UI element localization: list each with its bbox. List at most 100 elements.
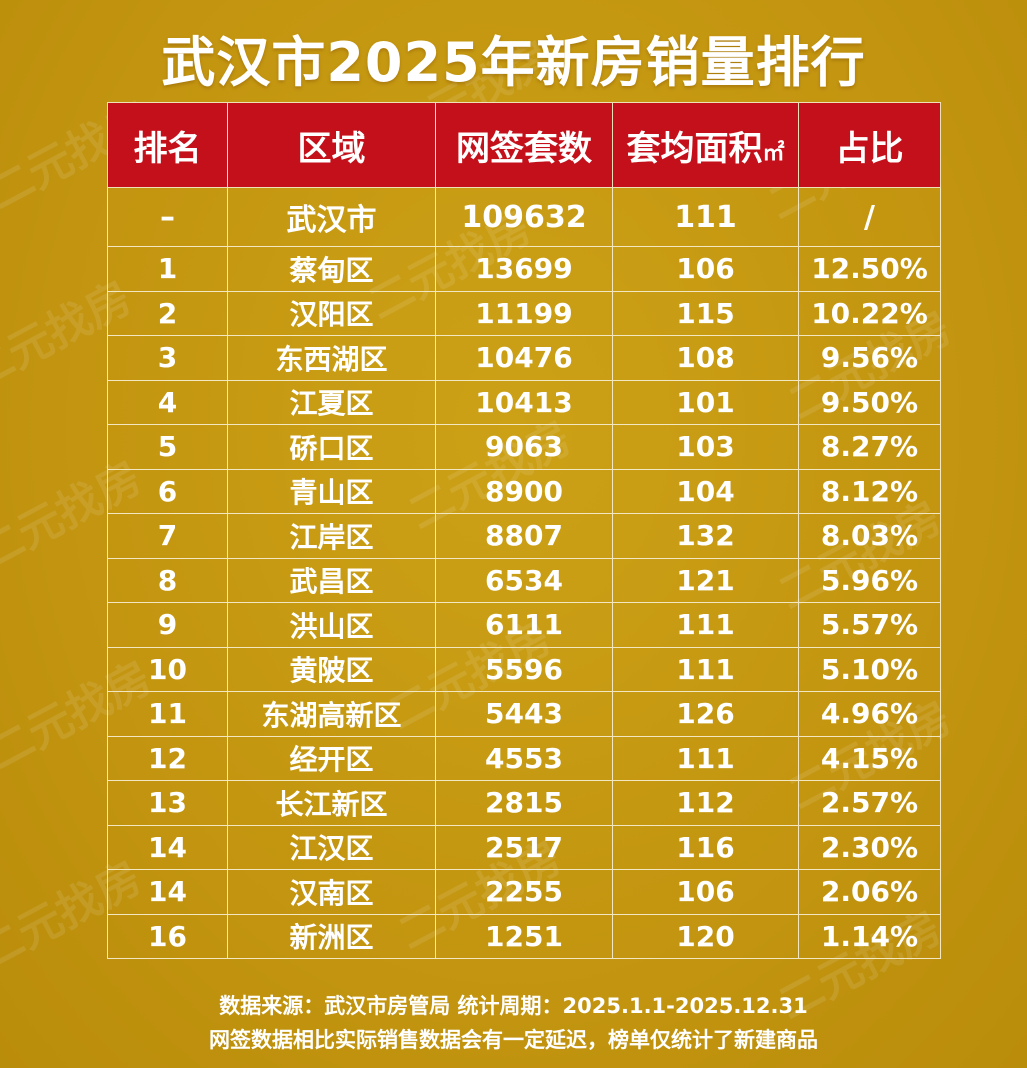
header-area-unit: ㎡: [762, 140, 785, 166]
ranking-table: 排名 区域 网签套数 套均面积㎡ 占比 – 武汉市 109632 111/1 蔡甸区 13…: [107, 102, 941, 959]
cell-avg-area: 101: [612, 379, 799, 425]
cell-rank: 14: [107, 824, 228, 870]
cell-units: 5443: [435, 691, 613, 737]
table-row: – 武汉市 109632 111/: [107, 187, 941, 247]
cell-share: /: [798, 187, 941, 247]
table-row: 1 蔡甸区 13699 106 12.50%: [107, 246, 941, 292]
cell-units: 5596: [435, 646, 613, 692]
cell-rank: 5: [107, 424, 228, 470]
cell-share: 5.57%: [798, 602, 941, 648]
cell-district: 蔡甸区: [227, 246, 436, 292]
header-avg-area: 套均面积㎡: [612, 102, 799, 188]
cell-share: 4.96%: [798, 691, 941, 737]
cell-rank: 11: [107, 691, 228, 737]
cell-rank: 16: [107, 913, 228, 959]
cell-rank: 13: [107, 780, 228, 826]
cell-units: 11199: [435, 290, 613, 336]
header-district: 区域: [227, 102, 436, 188]
cell-district: 江汉区: [227, 824, 436, 870]
cell-district: 武汉市: [227, 187, 436, 247]
cell-district: 汉阳区: [227, 290, 436, 336]
footer-source: 数据来源：武汉市房管局 统计周期：2025.1.1-2025.12.31: [219, 994, 808, 1018]
cell-units: 9063: [435, 424, 613, 470]
cell-district: 江夏区: [227, 379, 436, 425]
table-row: 2 汉阳区 11199 115 10.22%: [107, 290, 941, 336]
page-title: 武汉市2025年新房销量排行: [161, 31, 866, 94]
table-row: 7 江岸区 8807 132 8.03%: [107, 513, 941, 559]
cell-share: 2.06%: [798, 869, 941, 915]
cell-share: 2.57%: [798, 780, 941, 826]
table-row: 6 青山区 8900 104 8.12%: [107, 468, 941, 514]
cell-rank: 10: [107, 646, 228, 692]
table-row: 5 硚口区 9063 103 8.27%: [107, 424, 941, 470]
cell-rank: 7: [107, 513, 228, 559]
table-row: 8 武昌区 6534 121 5.96%: [107, 557, 941, 603]
cell-share: 8.27%: [798, 424, 941, 470]
cell-share: 8.12%: [798, 468, 941, 514]
cell-district: 汉南区: [227, 869, 436, 915]
cell-avg-area: 112: [612, 780, 799, 826]
header-avg-area-label: 套均面积: [626, 128, 763, 169]
cell-rank: 6: [107, 468, 228, 514]
table-row: 14 江汉区 2517 116 2.30%: [107, 824, 941, 870]
cell-rank: 9: [107, 602, 228, 648]
cell-district: 黄陂区: [227, 646, 436, 692]
cell-units: 2517: [435, 824, 613, 870]
table-row: 9 洪山区 6111 111 5.57%: [107, 602, 941, 648]
header-units: 网签套数: [435, 102, 613, 188]
ranking-table-wrap: 排名 区域 网签套数 套均面积㎡ 占比 – 武汉市 109632 111/1 蔡甸区 13…: [107, 102, 941, 959]
header-rank: 排名: [107, 102, 228, 188]
table-header-row: 排名 区域 网签套数 套均面积㎡ 占比: [107, 102, 941, 188]
cell-avg-area: 115: [612, 290, 799, 336]
cell-rank: 8: [107, 557, 228, 603]
cell-rank: 3: [107, 335, 228, 381]
cell-share: 12.50%: [798, 246, 941, 292]
table-row: 3 东西湖区 10476 108 9.56%: [107, 335, 941, 381]
cell-district: 东西湖区: [227, 335, 436, 381]
table-row: 12 经开区 4553 111 4.15%: [107, 735, 941, 781]
cell-units: 4553: [435, 735, 613, 781]
cell-avg-area: 132: [612, 513, 799, 559]
cell-rank: 14: [107, 869, 228, 915]
cell-avg-area: 103: [612, 424, 799, 470]
cell-share: 4.15%: [798, 735, 941, 781]
cell-units: 6534: [435, 557, 613, 603]
cell-district: 新洲区: [227, 913, 436, 959]
cell-avg-area: 111: [612, 602, 799, 648]
cell-units: 6111: [435, 602, 613, 648]
cell-share: 8.03%: [798, 513, 941, 559]
cell-share: 1.14%: [798, 913, 941, 959]
cell-units: 2255: [435, 869, 613, 915]
cell-rank: 2: [107, 290, 228, 336]
cell-district: 东湖高新区: [227, 691, 436, 737]
cell-rank: –: [107, 187, 228, 247]
footer-note: 网签数据相比实际销售数据会有一定延迟，榜单仅统计了新建商品: [209, 1028, 818, 1052]
cell-rank: 12: [107, 735, 228, 781]
table-row: 11 东湖高新区 5443 126 4.96%: [107, 691, 941, 737]
cell-share: 9.56%: [798, 335, 941, 381]
cell-avg-area: 106: [612, 869, 799, 915]
cell-avg-area: 121: [612, 557, 799, 603]
cell-units: 1251: [435, 913, 613, 959]
cell-district: 武昌区: [227, 557, 436, 603]
cell-district: 硚口区: [227, 424, 436, 470]
cell-units: 109632: [435, 187, 613, 247]
table-row: 13 长江新区 2815 112 2.57%: [107, 780, 941, 826]
cell-units: 8807: [435, 513, 613, 559]
cell-units: 2815: [435, 780, 613, 826]
table-body: – 武汉市 109632 111/1 蔡甸区 13699 106 12.50% 2 汉阳区 1119…: [107, 187, 941, 959]
table-row: 4 江夏区 10413 101 9.50%: [107, 379, 941, 425]
cell-units: 10476: [435, 335, 613, 381]
cell-share: 10.22%: [798, 290, 941, 336]
cell-avg-area: 108: [612, 335, 799, 381]
cell-avg-area: 126: [612, 691, 799, 737]
cell-avg-area: 111: [612, 735, 799, 781]
cell-district: 洪山区: [227, 602, 436, 648]
cell-share: 9.50%: [798, 379, 941, 425]
cell-avg-area: 111: [612, 187, 799, 247]
cell-avg-area: 106: [612, 246, 799, 292]
cell-district: 长江新区: [227, 780, 436, 826]
cell-units: 8900: [435, 468, 613, 514]
cell-units: 13699: [435, 246, 613, 292]
